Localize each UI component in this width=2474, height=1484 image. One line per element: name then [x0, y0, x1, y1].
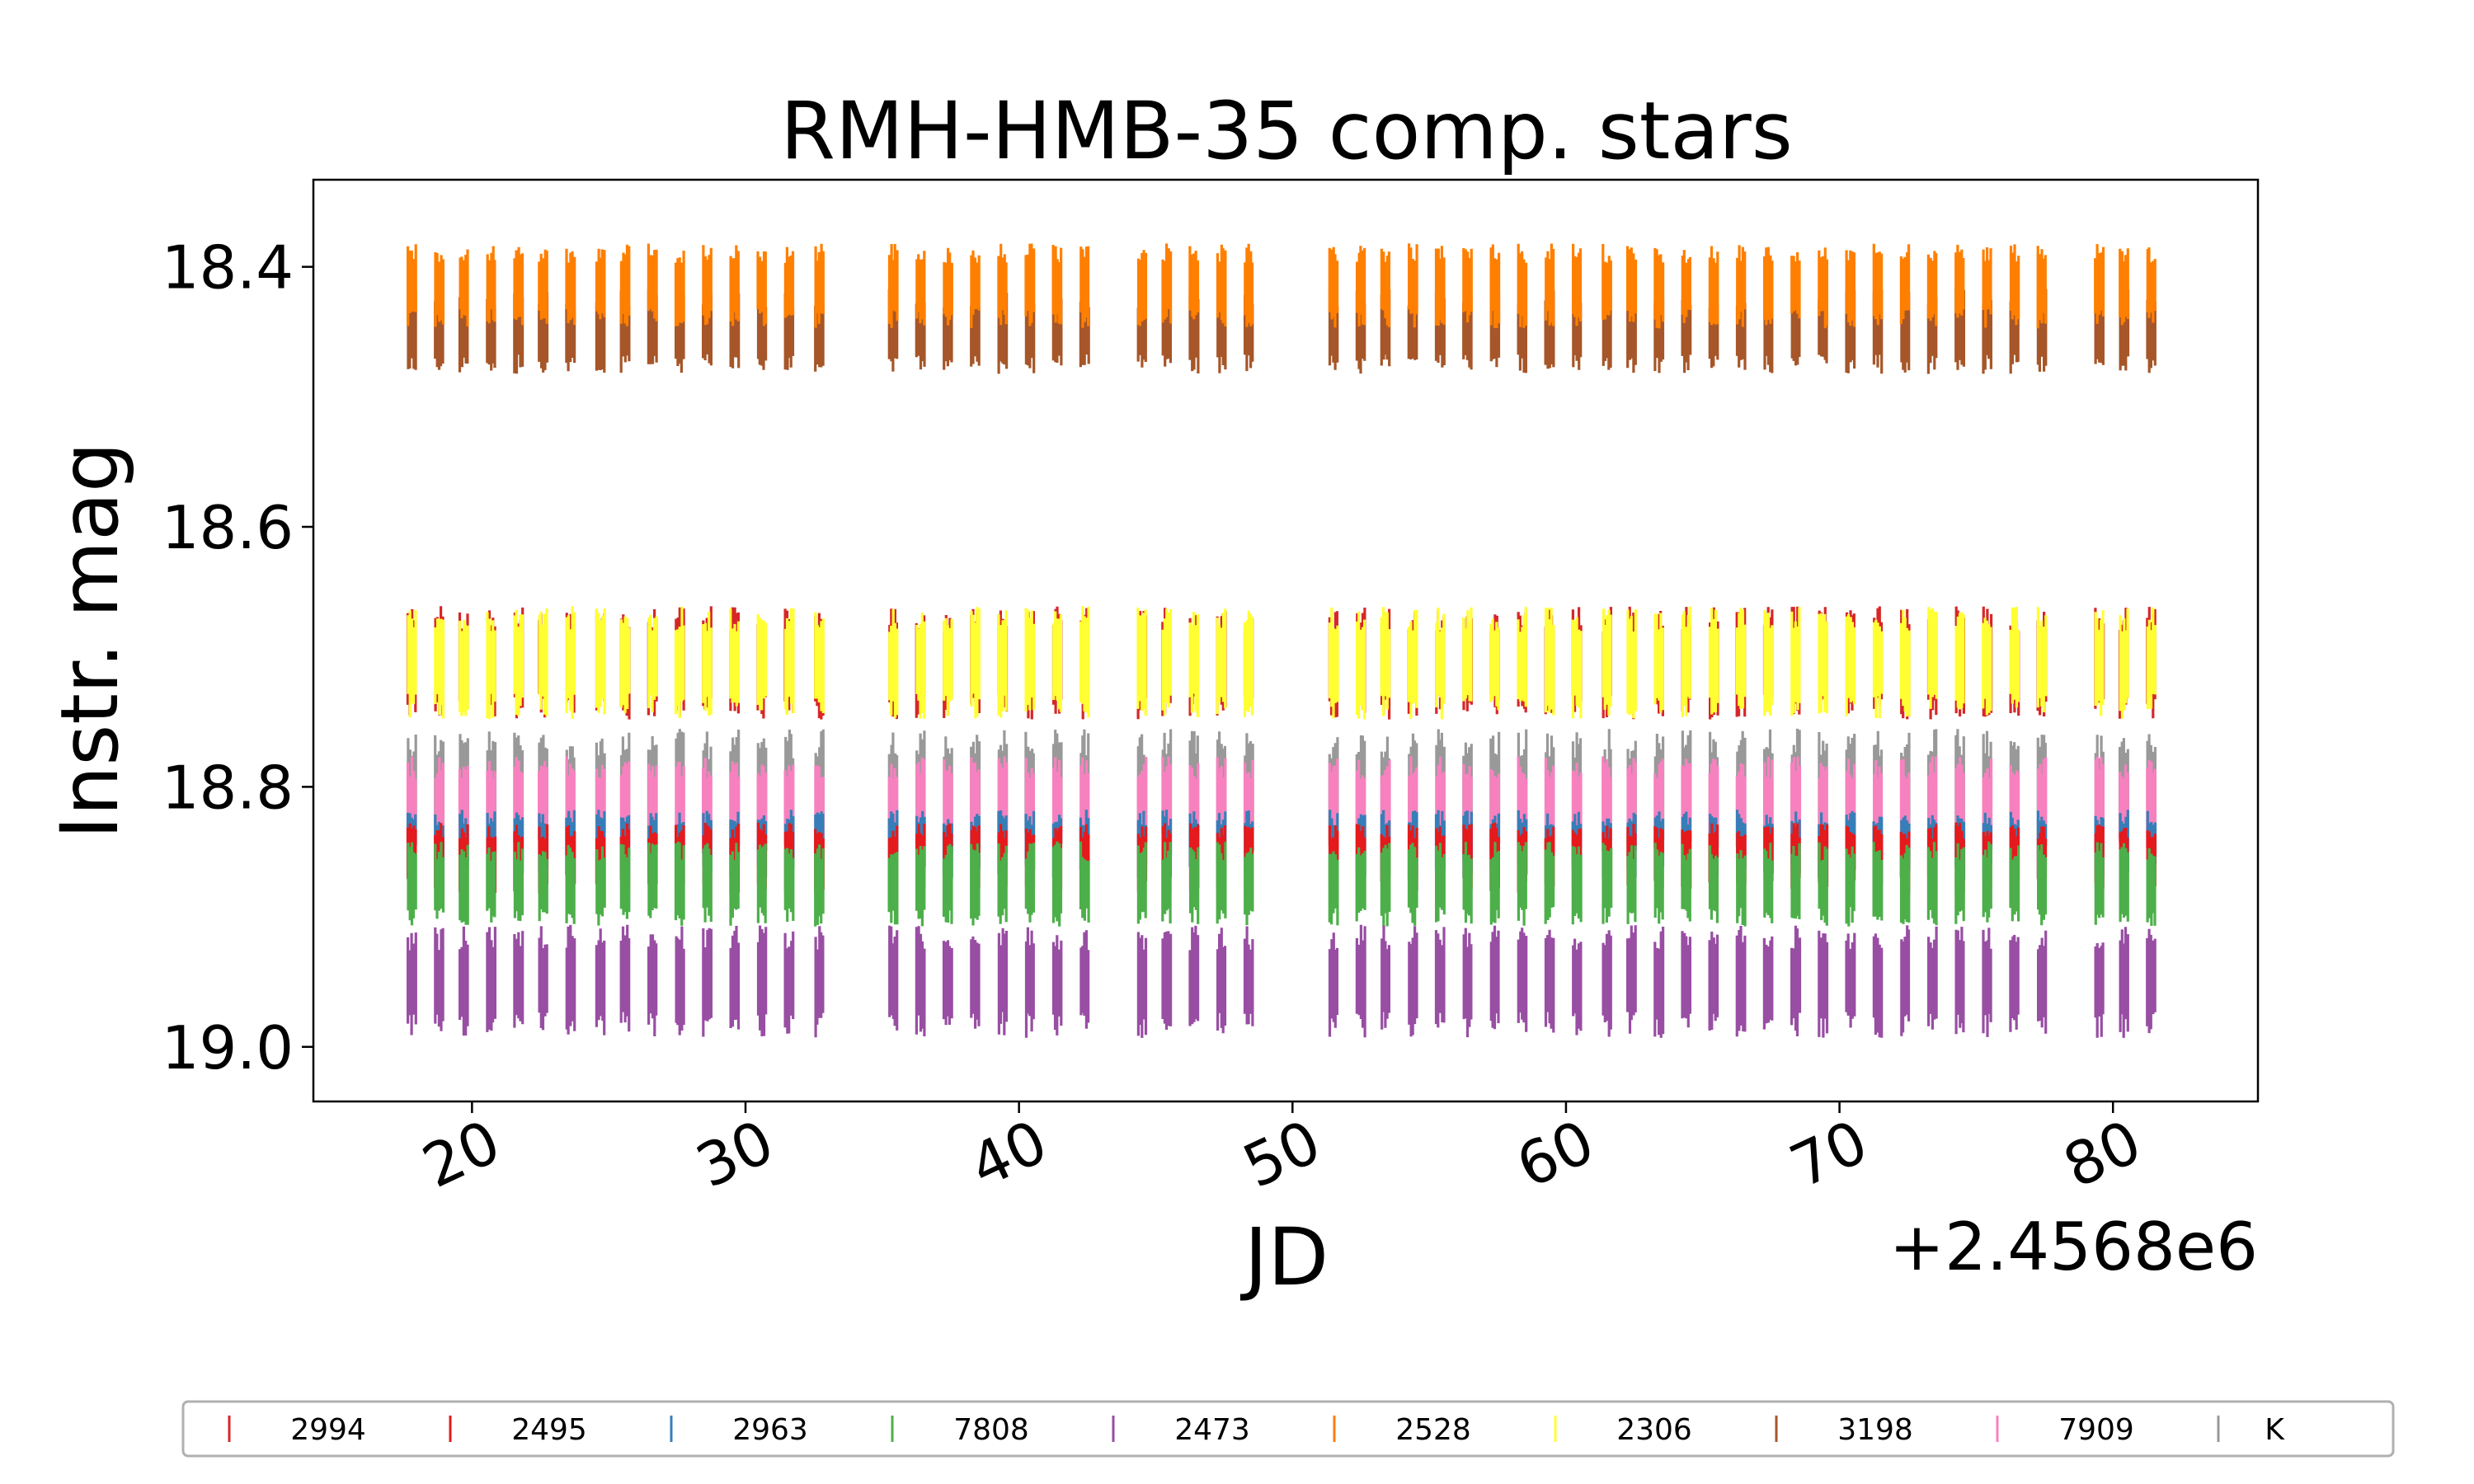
y-tick-label: 18.4	[162, 233, 294, 303]
legend-label-2994: 2994	[290, 1413, 366, 1447]
x-tick-label: 50	[1233, 1106, 1331, 1201]
series-2963	[407, 810, 2157, 881]
series-2306	[407, 606, 2157, 720]
y-ticks: 18.4 18.6 18.8 19.0	[162, 233, 313, 1082]
chart-title: RMH-HMB-35 comp. stars	[780, 85, 1793, 177]
series-3198	[407, 289, 2157, 374]
legend-label-2306: 2306	[1616, 1413, 1692, 1447]
legend-label-7909: 7909	[2058, 1413, 2134, 1447]
legend: 2994 2495 2963 7808 2473 2528 2306 3198 7909 K	[181, 1400, 2395, 1458]
legend-label-2473: 2473	[1174, 1413, 1250, 1447]
legend-label-2495: 2495	[511, 1413, 587, 1447]
y-tick-label: 18.8	[162, 753, 294, 822]
legend-label-3198: 3198	[1837, 1413, 1913, 1447]
series-2528	[407, 243, 2157, 329]
y-axis-label: Instr. mag	[44, 442, 136, 839]
x-axis-label: JD	[1240, 1211, 1329, 1303]
series-2994	[406, 606, 2157, 720]
series-2495	[406, 822, 2157, 894]
series-7909	[406, 756, 2157, 856]
x-tick-label: 80	[2053, 1106, 2152, 1201]
legend-label-2528: 2528	[1395, 1413, 1471, 1447]
y-tick-label: 18.6	[162, 493, 294, 562]
y-tick-label: 19.0	[162, 1013, 294, 1082]
x-tick-label: 30	[686, 1106, 784, 1201]
legend-label-K: K	[2265, 1413, 2285, 1447]
x-tick-label: 20	[412, 1106, 510, 1201]
legend-label-2963: 2963	[732, 1413, 808, 1447]
series-2473	[407, 924, 2157, 1038]
legend-frame	[181, 1400, 2395, 1458]
series-7808	[407, 841, 2157, 927]
series-K	[407, 728, 2157, 863]
legend-label-7808: 7808	[953, 1413, 1029, 1447]
x-tick-label: 70	[1780, 1106, 1878, 1201]
x-offset-label: +2.4568e6	[1889, 1209, 2258, 1285]
x-ticks: 20 30 40 50 60 70 80	[412, 1101, 2152, 1201]
legend-items: 2994 2495 2963 7808 2473 2528 2306 3198 7909 K	[228, 1413, 2285, 1447]
plot-frame	[312, 178, 2260, 1103]
x-tick-label: 40	[959, 1106, 1057, 1201]
x-tick-label: 60	[1507, 1106, 1605, 1201]
plot-marks	[406, 243, 2157, 1038]
